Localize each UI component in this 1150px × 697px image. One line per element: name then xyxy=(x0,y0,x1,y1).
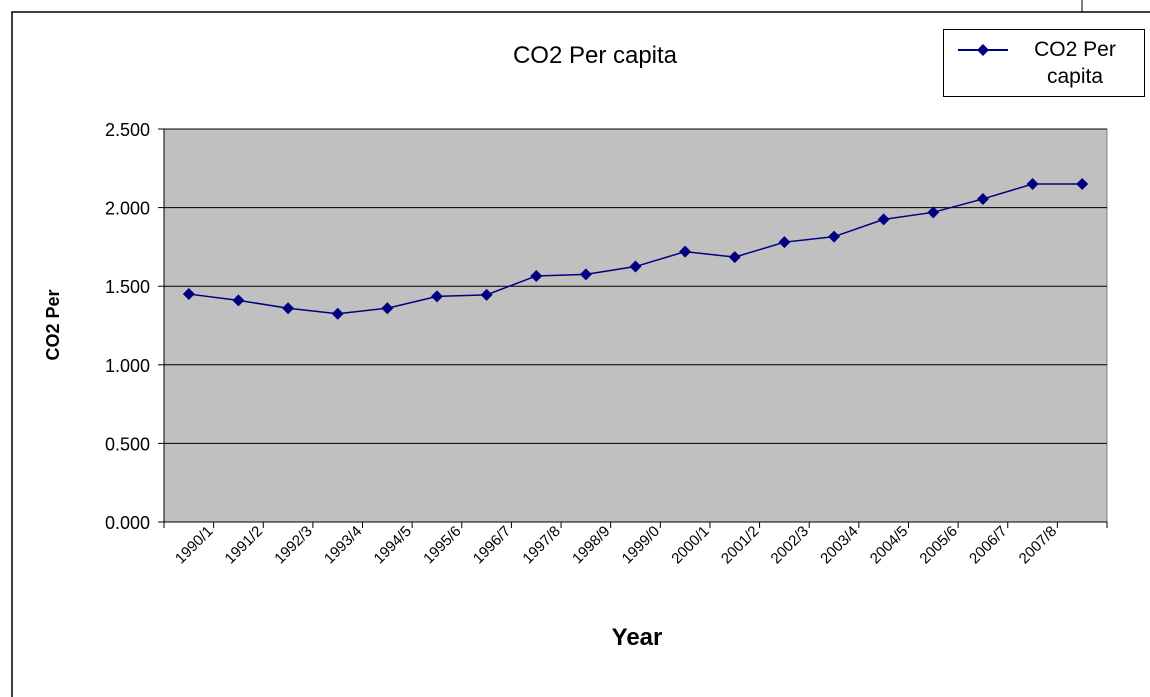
legend-series-label: CO2 Per capita xyxy=(1034,38,1116,88)
data-point xyxy=(877,213,890,226)
y-axis-title: CO2 Per xyxy=(43,289,63,360)
data-point xyxy=(629,260,642,273)
data-point xyxy=(579,268,592,281)
data-point xyxy=(381,302,394,315)
y-tick-label: 0.000 xyxy=(105,513,150,533)
y-tick-label: 2.000 xyxy=(105,199,150,219)
data-point xyxy=(679,245,692,258)
data-point xyxy=(331,307,344,320)
plot-area xyxy=(163,128,1108,523)
y-axis-ticks: 0.000 0.500 1.000 1.500 2.000 2.500 xyxy=(105,120,164,533)
data-point xyxy=(232,294,245,307)
data-point xyxy=(927,206,940,219)
data-point xyxy=(182,288,195,301)
data-point xyxy=(976,192,989,205)
data-point xyxy=(728,251,741,264)
data-point xyxy=(1076,178,1089,191)
legend: CO2 Per capita xyxy=(943,29,1145,97)
y-tick-label: 0.500 xyxy=(105,434,150,454)
y-tick-label: 1.000 xyxy=(105,356,150,376)
chart-title: CO2 Per capita xyxy=(513,42,678,69)
data-point xyxy=(530,269,543,282)
series-group xyxy=(182,178,1089,320)
data-point xyxy=(1026,178,1039,191)
y-tick-label: 1.500 xyxy=(105,277,150,297)
data-point xyxy=(828,230,841,243)
x-axis-title: Year xyxy=(612,624,663,651)
y-tick-label: 2.500 xyxy=(105,120,150,140)
data-point xyxy=(282,302,295,315)
data-point xyxy=(778,236,791,249)
data-point xyxy=(480,288,493,301)
legend-series-marker xyxy=(958,44,1008,56)
data-point xyxy=(430,290,443,303)
